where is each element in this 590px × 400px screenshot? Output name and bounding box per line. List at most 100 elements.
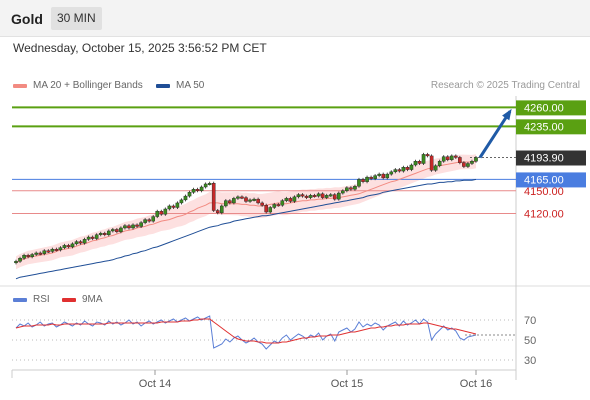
candle-body: [421, 154, 426, 164]
candle-body: [167, 205, 172, 210]
instrument-title: Gold: [11, 11, 43, 27]
candle-body: [332, 194, 337, 200]
candle-body: [353, 186, 357, 190]
ma20-legend-label: MA 20 + Bollinger Bands: [33, 80, 143, 91]
candle-body: [256, 198, 260, 204]
candle-body: [232, 198, 236, 204]
candle-body: [22, 255, 26, 259]
candle-body: [115, 229, 119, 232]
candle-body: [474, 157, 478, 162]
candle-body: [30, 254, 34, 257]
candle-body: [252, 198, 256, 201]
pivot-level-label: 4165.00: [524, 174, 564, 186]
last-level-tag: [516, 150, 586, 166]
candle-body: [50, 248, 55, 252]
candle-body: [240, 196, 244, 199]
ma20-swatch: [13, 83, 27, 88]
legend-rsi-ma: 9MA: [62, 294, 103, 305]
candle-body: [135, 224, 139, 227]
candle-body: [312, 195, 317, 198]
candle-body: [86, 236, 91, 240]
candle-body: [127, 225, 131, 229]
support-level-label: 4150.00: [524, 186, 564, 198]
candle-body: [417, 161, 422, 164]
candle-body: [228, 200, 232, 204]
candle-body: [62, 245, 67, 248]
resistance-level-tag: [516, 100, 586, 116]
candle-body: [316, 193, 321, 197]
candle-body: [98, 233, 103, 235]
candle-body: [296, 194, 301, 198]
candle-body: [175, 202, 180, 208]
rsi-ma-legend-label: 9MA: [82, 294, 103, 305]
candle-body: [191, 189, 196, 193]
candle-body: [397, 169, 402, 172]
candle-body: [102, 233, 107, 235]
candle-body: [107, 230, 111, 235]
candle-body: [151, 216, 155, 222]
candle-body: [70, 243, 75, 248]
legend-ma50: MA 50: [156, 80, 204, 91]
candle-body: [292, 196, 297, 202]
candle-body: [458, 157, 462, 163]
candle-body: [413, 161, 418, 166]
candle-body: [409, 164, 414, 170]
candle-body: [74, 241, 79, 245]
candle-body: [429, 155, 434, 171]
last-level-label: 4193.90: [524, 153, 564, 165]
candle-body: [369, 176, 373, 179]
timeframe-button[interactable]: 30 MIN: [51, 7, 102, 30]
candle-body: [179, 199, 184, 204]
candle-body: [224, 200, 228, 207]
ma50-line: [15, 178, 477, 280]
rsi-line: [15, 315, 477, 350]
candle-body: [90, 236, 95, 239]
resistance-level-label: 4235.00: [524, 121, 564, 133]
candle-body: [373, 175, 377, 179]
candle-body: [236, 196, 240, 199]
candle-body: [324, 195, 329, 198]
candle-body: [139, 222, 143, 227]
support-level-label: 4120.00: [524, 209, 564, 221]
candle-body: [462, 162, 466, 167]
candle-body: [155, 211, 160, 217]
candle-body: [207, 183, 212, 185]
candle-body: [143, 219, 147, 223]
candle-body: [14, 261, 18, 264]
candle-body: [276, 204, 281, 207]
candle-body: [441, 156, 446, 162]
header-bar: Gold 30 MIN: [0, 0, 590, 37]
legend-rsi: RSI: [13, 294, 50, 305]
candle-body: [42, 250, 47, 254]
candle-body: [203, 183, 208, 188]
candle-body: [341, 190, 345, 194]
candle-body: [82, 239, 87, 244]
candle-body: [389, 171, 394, 175]
candle-body: [288, 198, 293, 202]
candle-body: [470, 161, 474, 164]
candle-body: [123, 225, 127, 229]
candle-body: [195, 189, 200, 191]
candle-body: [272, 204, 277, 208]
candle-body: [308, 195, 313, 198]
candle-body: [365, 176, 369, 182]
candle-body: [46, 250, 51, 253]
candle-body: [248, 199, 252, 202]
candle-body: [171, 205, 176, 208]
candle-body: [111, 229, 115, 232]
projection-arrow-head: [502, 108, 512, 121]
pivot-level-tag: [516, 172, 586, 188]
candle-body: [401, 167, 406, 172]
candle-body: [357, 179, 361, 187]
rsi-tick-label: 30: [524, 355, 536, 367]
candle-body: [454, 155, 458, 158]
candle-body: [445, 156, 450, 160]
candle-body: [215, 210, 220, 213]
candle-body: [320, 193, 325, 198]
rsi-tick-label: 70: [524, 315, 536, 327]
candle-body: [377, 173, 381, 176]
rsi-ma-line: [15, 318, 477, 344]
legend-ma20: MA 20 + Bollinger Bands: [13, 80, 143, 91]
candle-body: [78, 241, 83, 244]
